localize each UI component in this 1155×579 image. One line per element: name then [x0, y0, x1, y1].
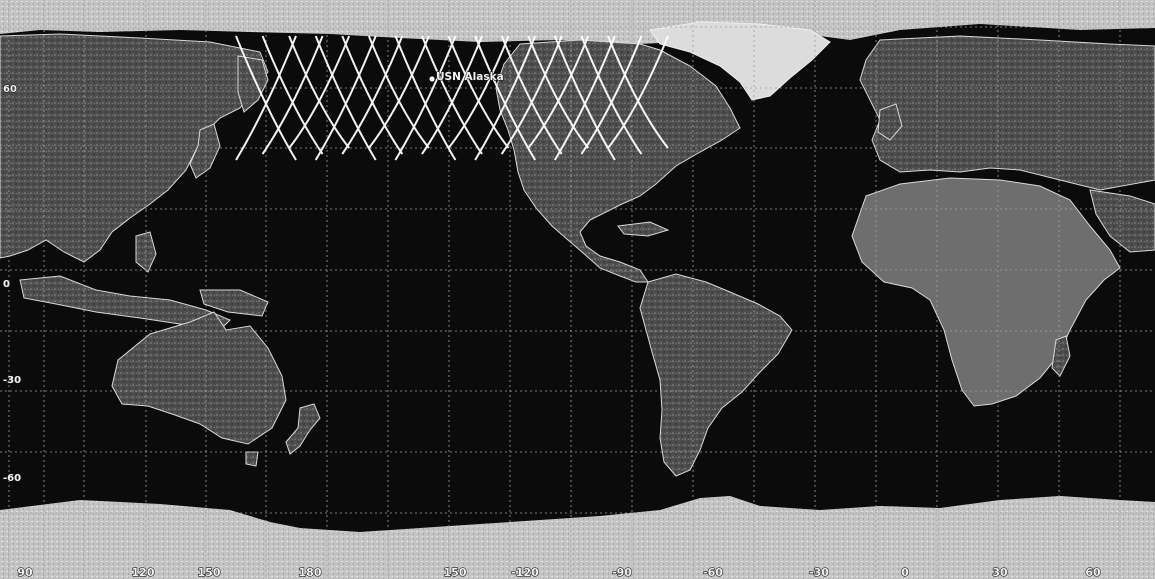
madagascar	[1051, 335, 1071, 377]
africa	[851, 177, 1121, 407]
kamchatka	[237, 55, 269, 113]
latitude-label: -60	[3, 473, 21, 484]
ground-track-pass	[235, 35, 297, 161]
latitude-labels: 60 0 -30 -60	[2, 83, 21, 484]
ground-track-pass	[394, 35, 457, 161]
antarctica	[0, 496, 1155, 579]
longitude-label: 150	[198, 566, 221, 579]
ground-track-pass	[288, 35, 351, 149]
ground-track-pass	[421, 35, 483, 155]
ground-track-pass	[527, 35, 590, 149]
ground-track-pass	[474, 35, 537, 161]
new-zealand	[285, 403, 321, 455]
ground-track-pass	[500, 35, 563, 155]
longitude-label: -60	[703, 566, 723, 579]
longitude-label: 30	[992, 566, 1008, 579]
longitude-labels: 90 120 150 180 150 -120 -90 -60 -30 0 30 60	[17, 565, 1102, 579]
longitude-label: 180	[299, 566, 322, 579]
longitude-label: 120	[132, 566, 155, 579]
europe	[859, 35, 1155, 191]
new-guinea	[199, 289, 269, 317]
ground-track-pass	[341, 35, 404, 155]
latitude-label: 0	[3, 279, 10, 290]
latitude-label: 60	[3, 84, 17, 95]
latitude-label: -30	[3, 375, 21, 386]
ground-track-pass	[261, 35, 324, 155]
ground-track-pass	[580, 35, 643, 155]
longitude-label: 150	[444, 566, 467, 579]
indonesia	[19, 275, 231, 331]
south-america	[639, 273, 793, 477]
asia-west	[0, 33, 269, 263]
ground-track-pass	[607, 35, 669, 149]
longitude-label: -120	[511, 566, 539, 579]
australia	[111, 311, 287, 445]
longitude-label: 90	[17, 566, 33, 579]
ground-station-marker	[428, 75, 436, 83]
longitude-label: 0	[901, 566, 909, 579]
ground-station: USN Alaska	[428, 70, 504, 84]
station-label: USN Alaska	[436, 71, 504, 83]
greenland	[649, 21, 831, 101]
british-isles	[877, 103, 903, 141]
longitude-label: 60	[1085, 566, 1101, 579]
arctic-ice	[0, 0, 1155, 44]
tasmania	[245, 451, 259, 467]
ground-track-pass	[314, 35, 377, 161]
cuba	[617, 221, 670, 237]
japan	[189, 123, 221, 179]
arabia	[1089, 189, 1155, 253]
longitude-label: -30	[809, 566, 829, 579]
longitude-label: -90	[612, 566, 632, 579]
ground-track-pass	[553, 35, 616, 161]
ground-track-pass	[447, 35, 510, 149]
satellite-ground-track	[235, 35, 669, 161]
ground-track-pass	[368, 35, 430, 149]
